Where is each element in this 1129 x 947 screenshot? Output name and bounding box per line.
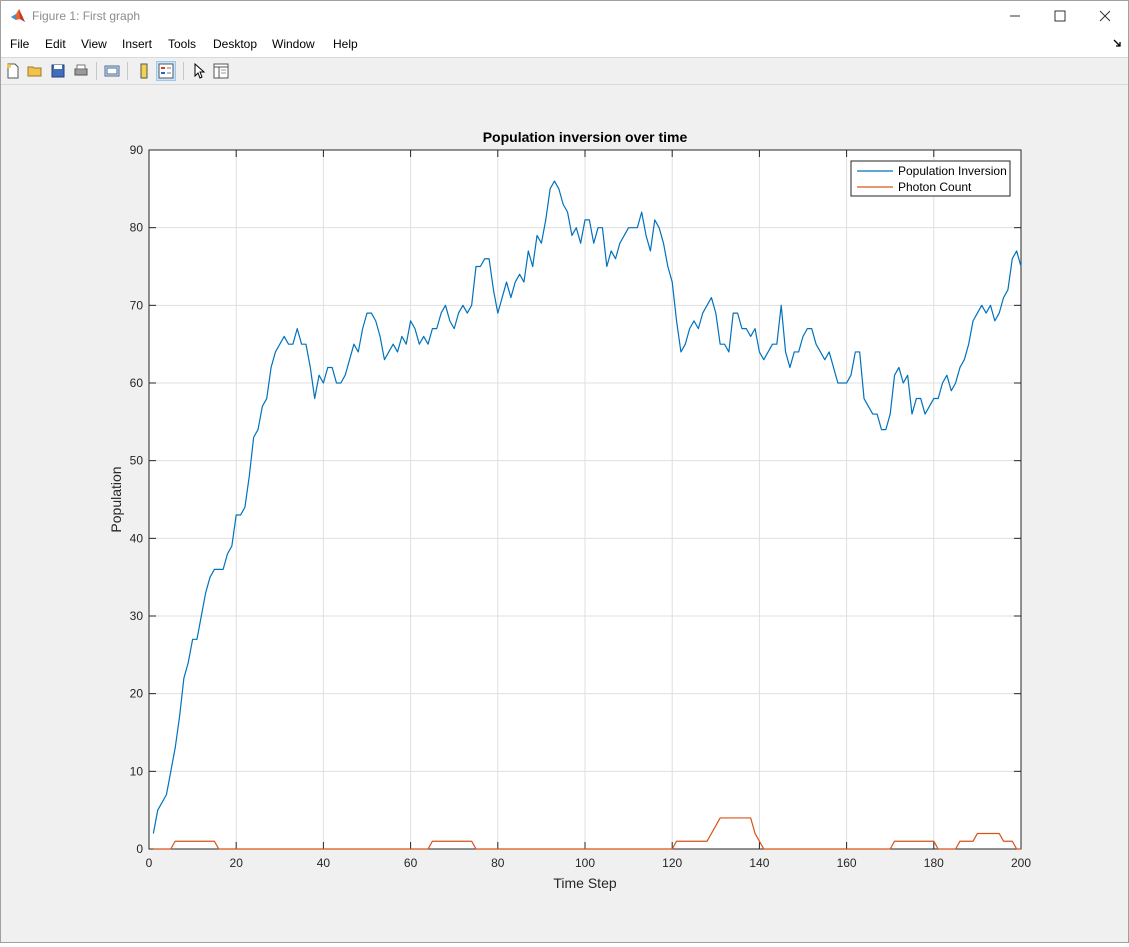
x-tick-label: 200 — [1011, 856, 1031, 870]
toolbar-separator — [127, 62, 128, 80]
legend-icon — [158, 63, 174, 79]
pointer-icon — [194, 63, 206, 79]
plot-lines — [152, 180, 1022, 850]
export-button[interactable] — [102, 61, 122, 81]
menu-tools[interactable]: Tools — [168, 37, 197, 51]
figure-toolbar — [1, 57, 1128, 85]
export-icon — [104, 65, 120, 77]
y-tick-label: 60 — [130, 376, 144, 390]
menu-help[interactable]: Help — [333, 37, 358, 51]
x-tick-label: 40 — [317, 856, 331, 870]
close-icon — [1099, 10, 1111, 22]
menu-desktop[interactable]: Desktop — [213, 37, 258, 51]
matlab-logo-icon — [11, 9, 25, 22]
y-axis-label: Population — [108, 466, 124, 532]
toolbar-separator — [183, 62, 184, 80]
title-bar[interactable]: Figure 1: First graph — [1, 1, 1128, 31]
toolbar-separator — [96, 62, 97, 80]
y-tick-label: 70 — [130, 298, 144, 312]
x-tick-label: 20 — [230, 856, 244, 870]
save-icon — [51, 64, 65, 78]
dock-arrow-icon[interactable] — [1113, 39, 1122, 48]
legend-button[interactable] — [156, 61, 176, 81]
open-file-icon — [27, 66, 42, 77]
y-tick-label: 20 — [130, 687, 144, 701]
property-inspector-button[interactable] — [211, 61, 231, 81]
window-title: Figure 1: First graph — [32, 9, 141, 23]
y-tick-label: 90 — [130, 143, 144, 157]
legend-label: Population Inversion — [898, 164, 1007, 178]
new-figure-button[interactable] — [3, 61, 23, 81]
y-tick-label: 50 — [130, 454, 144, 468]
menu-view[interactable]: View — [81, 37, 107, 51]
x-tick-label: 160 — [837, 856, 857, 870]
colorbar-icon — [140, 63, 148, 79]
x-tick-label: 60 — [404, 856, 418, 870]
x-tick-label: 80 — [491, 856, 505, 870]
y-tick-label: 10 — [130, 764, 144, 778]
minimize-button[interactable] — [992, 1, 1038, 31]
save-button[interactable] — [48, 61, 68, 81]
menu-window[interactable]: Window — [272, 37, 315, 51]
y-tick-label: 40 — [130, 531, 144, 545]
x-tick-label: 0 — [146, 856, 153, 870]
print-icon — [74, 64, 88, 76]
menu-file[interactable]: File — [10, 37, 30, 51]
menu-insert[interactable]: Insert — [122, 37, 153, 51]
figure-canvas: 0 20 40 60 80 100 120 140 160 180 200 0 10 20 30 40 50 60… — [2, 85, 1128, 942]
pointer-button[interactable] — [189, 61, 209, 81]
menu-bar: File Edit View Insert Tools Desktop Wind… — [1, 31, 1128, 57]
series-line-2 — [153, 817, 1021, 850]
print-button[interactable] — [71, 61, 91, 81]
menu-edit[interactable]: Edit — [45, 37, 66, 51]
x-axis-label: Time Step — [553, 875, 616, 891]
series-line-1 — [152, 180, 1022, 834]
chart-title: Population inversion over time — [483, 129, 688, 145]
new-figure-icon — [7, 63, 19, 79]
x-tick-label: 100 — [575, 856, 595, 870]
property-inspector-icon — [213, 63, 229, 79]
x-tick-label: 140 — [749, 856, 769, 870]
y-tick-label: 0 — [136, 842, 143, 856]
close-button[interactable] — [1082, 1, 1128, 31]
minimize-icon — [1010, 15, 1020, 17]
x-tick-label: 120 — [662, 856, 682, 870]
legend[interactable]: Population Inversion Photon Count — [850, 160, 1011, 197]
colorbar-button[interactable] — [134, 61, 154, 81]
x-tick-label: 180 — [924, 856, 944, 870]
maximize-icon — [1054, 10, 1066, 22]
y-tick-label: 30 — [130, 609, 144, 623]
legend-box — [850, 160, 1011, 197]
y-tick-label: 80 — [130, 221, 144, 235]
legend-label: Photon Count — [898, 180, 972, 194]
axis-ticks: 0 20 40 60 80 100 120 140 160 180 200 0 10 20 30 40 50 60… — [130, 143, 1032, 870]
plot-svg: 0 20 40 60 80 100 120 140 160 180 200 0 10 20 30 40 50 60… — [108, 129, 1032, 891]
open-file-button[interactable] — [25, 61, 45, 81]
maximize-button[interactable] — [1037, 1, 1083, 31]
